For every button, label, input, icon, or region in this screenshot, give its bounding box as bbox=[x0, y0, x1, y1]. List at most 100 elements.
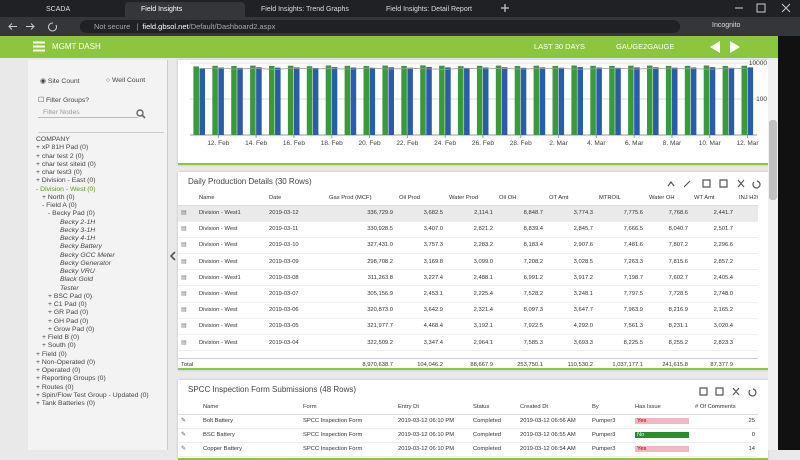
data-row: ▤ Division - West 2019-03-06 320,873.0 3,642… bbox=[178, 302, 758, 319]
tree-label: Becky Generator bbox=[60, 259, 111, 267]
x-tick-label: 12. Feb bbox=[207, 140, 229, 147]
tree-node: - Division - West (0) bbox=[36, 185, 96, 193]
cell: Pumper3 bbox=[592, 432, 616, 438]
scrollbar[interactable] bbox=[768, 60, 778, 450]
cell: 8,097.3 bbox=[523, 307, 543, 314]
view-select[interactable]: GAUGE2GAUGE bbox=[616, 42, 675, 51]
cell: Division - West1 bbox=[199, 210, 241, 217]
cell bbox=[736, 335, 758, 351]
data-row: ▤ Division - West 2019-03-11 330,928.5 3,407… bbox=[178, 221, 758, 238]
production-table: Name Date Gas Prod (MCF) Oil Prod Water Prod… bbox=[178, 192, 758, 372]
search-icon[interactable] bbox=[136, 109, 146, 119]
cell: Yes bbox=[632, 442, 692, 456]
cell: 3,757.3 bbox=[423, 242, 443, 249]
toolbar[interactable] bbox=[698, 387, 758, 397]
window-controls[interactable] bbox=[730, 3, 795, 13]
data-row: ▤ Division - West 2019-03-04 322,509.2 3,347… bbox=[178, 335, 758, 351]
well-count[interactable]: ○ Well Count bbox=[106, 77, 146, 84]
tree-label: Becky Battery bbox=[60, 243, 102, 251]
x-tick-label: 26. Feb bbox=[472, 140, 494, 147]
x-tick-label: 14. Feb bbox=[245, 140, 267, 147]
tab[interactable]: Field Insights: Trend Graphs bbox=[261, 6, 349, 13]
bar bbox=[363, 66, 370, 135]
pager-arrows[interactable] bbox=[708, 40, 742, 54]
bar bbox=[382, 65, 388, 135]
row-icon: ▤ bbox=[181, 210, 187, 217]
cell: SPCC Inspection Form bbox=[303, 432, 363, 438]
bar bbox=[552, 65, 559, 135]
header-cell: INJ H2O bbox=[739, 195, 758, 202]
bar bbox=[571, 65, 577, 135]
total-cell: 8,970,638.7 bbox=[362, 362, 393, 369]
issue-badge: No bbox=[635, 432, 689, 438]
cell: Division - West bbox=[199, 323, 238, 330]
tree-node: + GH Pad (0) bbox=[48, 317, 89, 325]
menu-icon[interactable] bbox=[33, 41, 45, 52]
filter-input[interactable]: Filter Nodes bbox=[38, 107, 138, 118]
bar bbox=[388, 67, 394, 135]
bar bbox=[237, 67, 243, 135]
tree-label: Non-Operated (0) bbox=[41, 358, 96, 366]
dashboard-name[interactable]: MGMT DASH bbox=[52, 42, 101, 51]
tab[interactable]: SCADA bbox=[46, 6, 71, 13]
cell: 2019-03-09 bbox=[269, 258, 299, 265]
cell bbox=[736, 302, 758, 318]
bar bbox=[426, 66, 432, 135]
row-icon: ▤ bbox=[181, 242, 187, 249]
cell: 2019-03-12 06:54 AM bbox=[520, 446, 576, 452]
cell: Pumper3 bbox=[592, 418, 616, 424]
cell: Pumper3 bbox=[592, 446, 616, 452]
header-cell: Entry Dt bbox=[398, 404, 419, 411]
nav-buttons[interactable] bbox=[8, 21, 68, 32]
data-row: ▤ Division - West 2019-03-10 327,431.0 3,757… bbox=[178, 237, 758, 254]
tree-node: + char test siteid (0) bbox=[36, 160, 96, 168]
tree-node: Becky 4-1H bbox=[36, 235, 166, 243]
cell: 4,468.4 bbox=[423, 323, 443, 330]
total-cell: 110,530.2 bbox=[567, 362, 593, 369]
tree-label: Becky Pad (0) bbox=[52, 210, 95, 218]
cell: 3,020.4 bbox=[713, 323, 733, 330]
omnibox[interactable]: Not secure | field.gbsol.net/Default/Dash… bbox=[80, 20, 680, 33]
new-tab[interactable] bbox=[500, 3, 510, 13]
panel-title: SPCC Inspection Form Submissions (48 Row… bbox=[188, 385, 357, 394]
bar bbox=[741, 65, 748, 135]
bar bbox=[722, 66, 729, 135]
collapse-toggle[interactable] bbox=[169, 251, 177, 261]
cell: 321,977.7 bbox=[367, 323, 393, 330]
row-icon: ▤ bbox=[181, 274, 187, 281]
range-select[interactable]: LAST 30 DAYS bbox=[534, 42, 585, 51]
tree-label: South (0) bbox=[47, 342, 76, 350]
cell: 2,907.6 bbox=[573, 242, 593, 249]
cell: 0 bbox=[751, 432, 755, 438]
filter-groups[interactable]: ☐ Filter Groups? bbox=[38, 97, 90, 104]
cell: 2,821.2 bbox=[473, 226, 493, 233]
cell: Yes bbox=[632, 414, 692, 428]
tree-node: Becky GCC Meter bbox=[36, 252, 166, 260]
tree-node: Becky Battery bbox=[36, 243, 166, 251]
cell: 8,040.7 bbox=[668, 226, 688, 233]
bar bbox=[558, 67, 565, 135]
header-cell bbox=[178, 192, 196, 205]
tab[interactable]: Field Insights: Detail Report bbox=[386, 6, 472, 13]
address-bar: Not secure | field.gbsol.net/Default/Dash… bbox=[0, 17, 800, 36]
url-path: /Default/Dashboard2.aspx bbox=[188, 22, 276, 31]
cell: 2019-03-12 06:56 AM bbox=[520, 418, 576, 424]
tab[interactable]: Field Insights bbox=[125, 2, 245, 17]
bar bbox=[458, 66, 464, 135]
x-tick-label: 2. Mar bbox=[549, 140, 568, 147]
tree-node: + Field B (0) bbox=[42, 334, 80, 341]
tree-node: + char test3 (0) bbox=[36, 169, 82, 176]
row-icon: ▤ bbox=[181, 258, 187, 265]
tree-label: BSC Pad (0) bbox=[53, 292, 93, 300]
bar bbox=[464, 67, 470, 135]
tree-label: Becky GCC Meter bbox=[60, 251, 115, 259]
tree-node: + Spin/Flow Test Group - Updated (0) bbox=[36, 391, 149, 399]
toolbar[interactable] bbox=[666, 179, 761, 189]
cell: 2,845.7 bbox=[573, 226, 593, 233]
site-count[interactable]: ◉ Site Count bbox=[40, 78, 80, 85]
bar bbox=[709, 67, 716, 135]
x-tick-label: 4. Mar bbox=[587, 140, 606, 147]
cell: 2019-03-12 06:10 PM bbox=[398, 446, 455, 452]
cell bbox=[736, 286, 758, 302]
spacer bbox=[178, 351, 758, 359]
